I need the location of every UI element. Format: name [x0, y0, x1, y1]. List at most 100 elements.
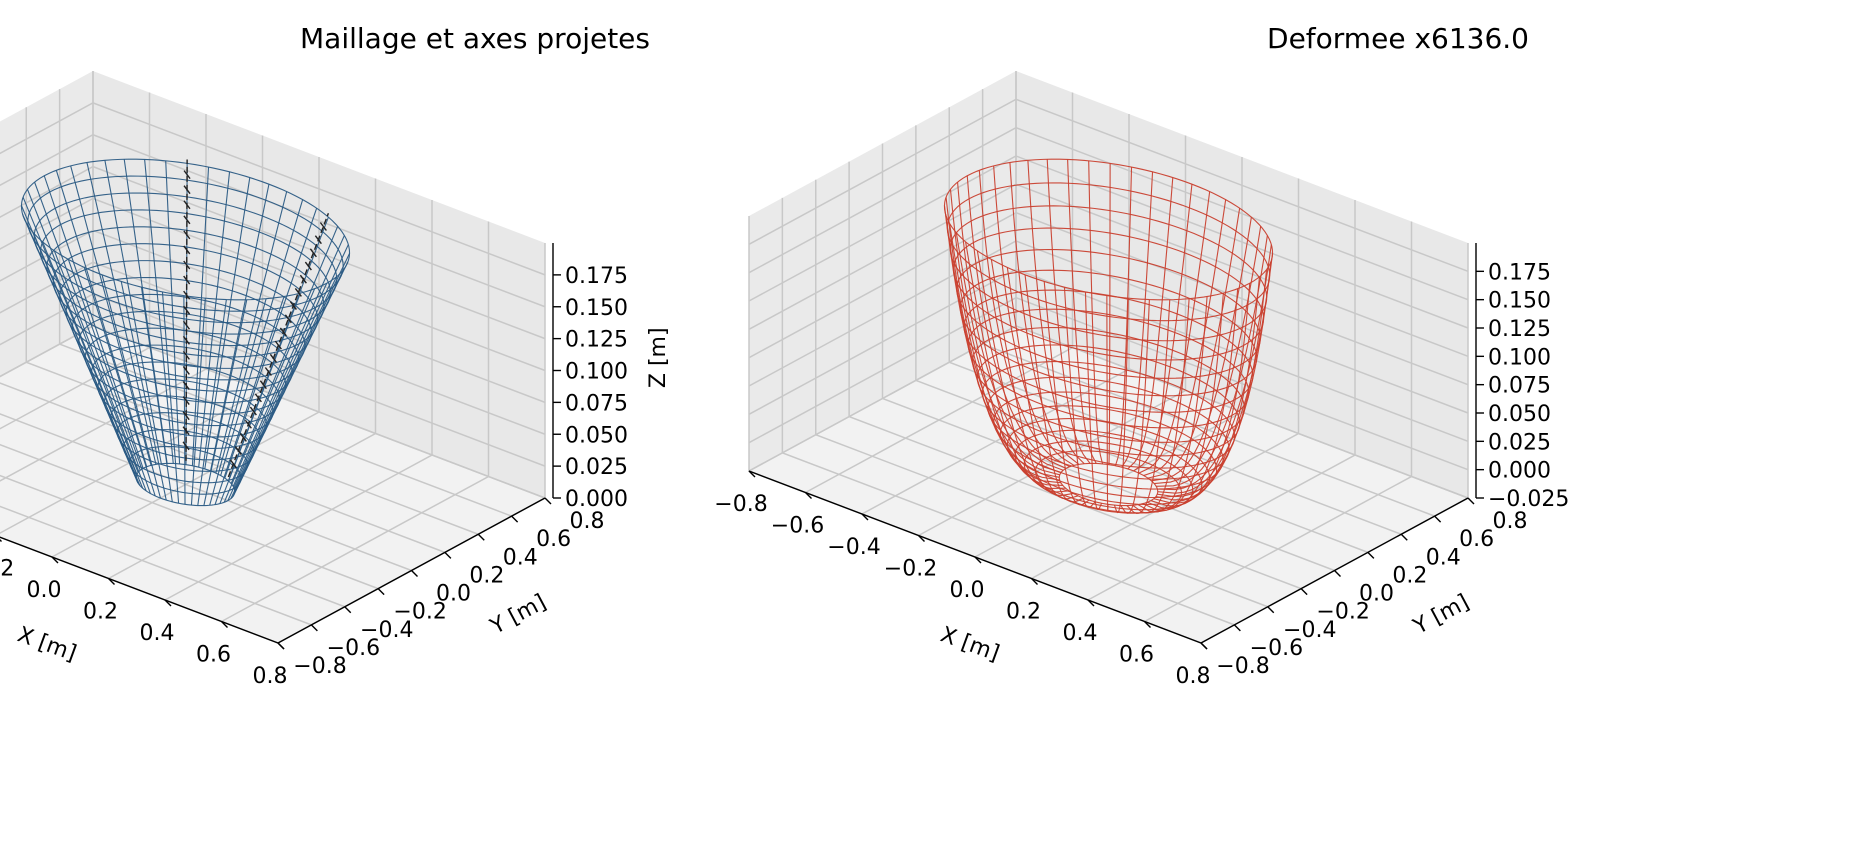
mesh-meridian — [1121, 171, 1154, 468]
grid-line-y — [0, 505, 312, 626]
grid-line-z — [748, 183, 1469, 358]
grid-line-z — [0, 102, 546, 276]
x-tick-mark — [1144, 621, 1151, 628]
x-tick-mark — [108, 578, 115, 585]
y-tick-label: −0.2 — [393, 600, 446, 625]
projected-axis-tick — [183, 305, 191, 315]
y-tick-mark — [1434, 515, 1442, 523]
x-tick-label: 0.4 — [140, 621, 175, 646]
projected-axis-tick — [254, 393, 262, 403]
grid-line-z — [748, 211, 1469, 386]
z-tick-label: −0.025 — [1488, 487, 1569, 512]
y-tick-label: 0.6 — [536, 527, 571, 552]
z-axis-label: Z [m] — [646, 327, 671, 388]
z-tick-label: 0.025 — [1488, 430, 1551, 455]
x-tick-label: −0.2 — [884, 557, 937, 582]
mesh-meridian — [955, 232, 1063, 487]
y-tick-label: 0.8 — [570, 509, 605, 534]
mesh-meridian — [26, 189, 139, 473]
projected-axis-tick — [182, 411, 190, 421]
mesh-meridian — [120, 281, 167, 501]
y-tick-mark — [544, 497, 552, 505]
x-tick-mark — [748, 470, 756, 478]
panel-deformed: Deformee x6136.0 −0.8−0.6−0.4−0.20.00.20… — [714, 22, 1569, 689]
y-tick-label: 0.4 — [503, 545, 538, 570]
mesh-meridian — [223, 288, 316, 503]
mesh-meridian — [1024, 274, 1084, 503]
projected-axis-tick — [182, 381, 190, 390]
z-tick-label: 0.000 — [565, 487, 628, 512]
projected-axes — [182, 159, 330, 478]
projected-axis-tick — [229, 459, 237, 469]
y-tick-mark — [377, 588, 385, 596]
projected-axis-tick — [183, 170, 191, 180]
y-tick-mark — [277, 642, 285, 650]
mesh-meridian — [203, 299, 248, 506]
mesh-meridian — [165, 160, 181, 464]
mesh-meridian — [53, 250, 147, 492]
x-tick-label: 0.8 — [1176, 664, 1211, 689]
mesh-meridian — [1108, 163, 1111, 465]
mesh-meridian — [1106, 295, 1109, 512]
x-tick-mark — [1031, 578, 1038, 585]
projected-axis-tick — [294, 287, 302, 297]
mesh-meridian — [191, 167, 210, 466]
projected-axis-tick — [299, 274, 307, 284]
mesh-meridian — [990, 259, 1074, 497]
projected-axis-tick — [183, 290, 191, 300]
y-tick-label: 0.6 — [1459, 527, 1494, 552]
mesh-meridian — [232, 235, 345, 487]
y-tick-label: 0.0 — [1359, 582, 1394, 607]
tick-labels: −0.8−0.6−0.4−0.20.00.20.40.60.8−0.8−0.6−… — [714, 260, 1569, 689]
mesh-meridian — [42, 241, 144, 489]
y-axis-label: Y [m] — [486, 590, 551, 640]
mesh-meridian — [1009, 162, 1080, 465]
panel-title-left: Maillage et axes projetes — [300, 22, 650, 55]
mesh-meridian — [1067, 159, 1097, 464]
mesh-meridian — [233, 261, 349, 495]
mesh-meridian — [993, 165, 1075, 466]
grid-line-z — [0, 261, 546, 435]
mesh-meridian — [978, 170, 1071, 468]
projected-axis-tick — [279, 327, 287, 337]
y-tick-mark — [411, 570, 418, 577]
y-tick-mark — [1300, 588, 1308, 596]
projected-axis-tick — [182, 335, 191, 345]
mesh-meridian — [209, 184, 270, 472]
mesh-meridian — [70, 165, 152, 466]
x-tick-label: −0.4 — [827, 535, 880, 560]
surface-mesh — [943, 158, 1274, 514]
mesh-meridian — [43, 175, 144, 469]
mesh-meridian — [214, 296, 285, 505]
mesh-meridian — [1113, 298, 1129, 514]
mesh-meridian — [945, 214, 1060, 481]
projected-axis-line — [185, 159, 188, 461]
projected-axis-tick — [239, 432, 247, 442]
z-tick-label: 0.125 — [1488, 317, 1551, 342]
projected-axis-tick — [319, 222, 327, 231]
projected-axis-tick — [249, 406, 257, 416]
mesh-meridian — [233, 244, 349, 490]
projected-axis-tick — [182, 366, 190, 375]
mesh-meridian — [190, 298, 206, 506]
projected-axis-tick — [183, 230, 191, 240]
y-tick-mark — [1400, 533, 1408, 541]
y-tick-label: −0.6 — [327, 636, 380, 661]
mesh-meridian — [1157, 244, 1272, 491]
mesh-meridian — [1147, 288, 1239, 510]
y-tick-mark — [1334, 570, 1341, 577]
x-tick-mark — [221, 621, 228, 628]
mesh-meridian — [966, 175, 1067, 469]
x-tick-label: −0.6 — [771, 514, 824, 539]
projected-axis-tick — [183, 275, 191, 285]
mesh-meridian — [26, 223, 139, 483]
mesh-meridian — [1088, 160, 1104, 465]
x-tick-label: −0.2 — [0, 557, 14, 582]
mesh-meridian — [1046, 159, 1091, 464]
mesh-meridian — [198, 171, 231, 468]
mesh-meridian — [1006, 267, 1079, 500]
y-tick-mark — [344, 606, 352, 614]
mesh-meridian — [965, 241, 1066, 489]
grid-line-y — [0, 474, 346, 608]
mesh-meridian — [949, 189, 1062, 473]
